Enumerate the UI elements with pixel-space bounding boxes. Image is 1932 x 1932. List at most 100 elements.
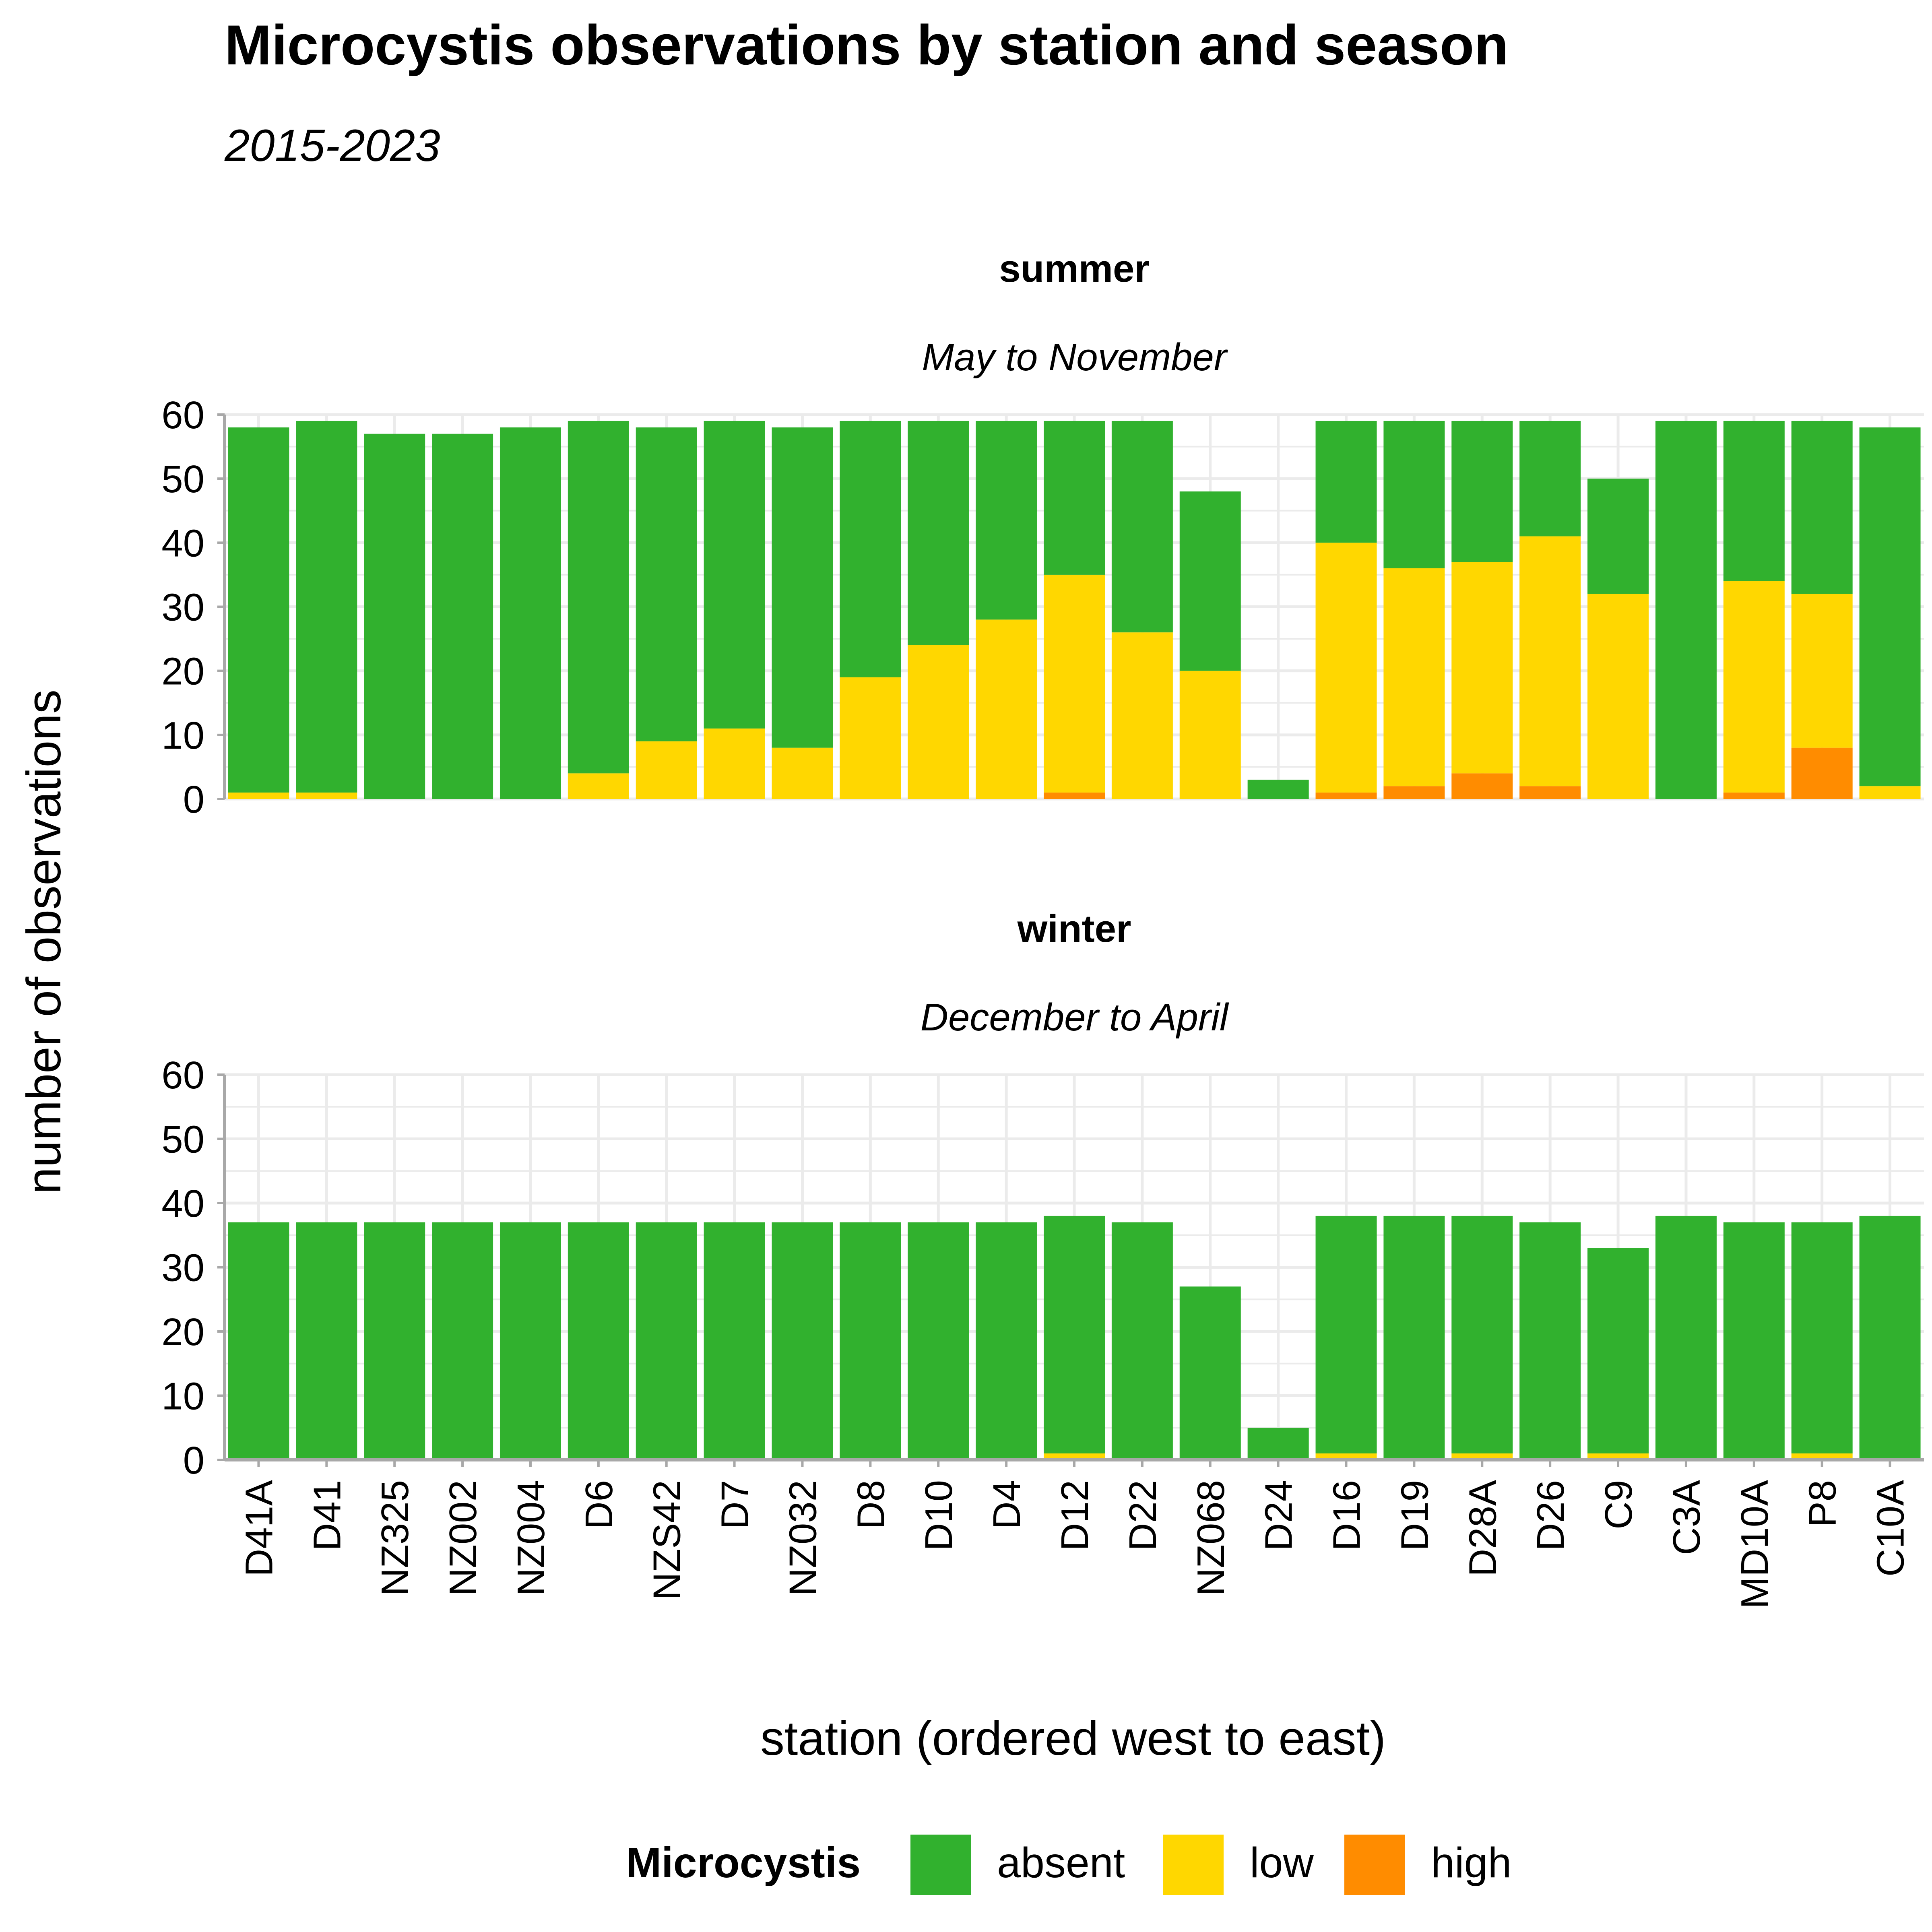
bar-D12-absent (1044, 1216, 1105, 1454)
bar-D22-absent (1111, 421, 1173, 633)
x-tick-label: MD10A (1733, 1480, 1776, 1609)
bar-NZ325-absent (364, 1222, 425, 1460)
bar-C10A-absent (1859, 427, 1921, 786)
bar-C3A-absent (1655, 1216, 1717, 1460)
y-tick-label: 60 (161, 394, 204, 437)
bar-D41A-absent (228, 427, 289, 793)
x-tick-label: D24 (1257, 1480, 1300, 1551)
bar-NZ002-absent (432, 433, 493, 799)
bar-P8-low (1791, 594, 1853, 748)
x-tick-label: D8 (849, 1480, 892, 1530)
bar-D8-absent (840, 1222, 901, 1460)
x-tick-label: D4 (985, 1480, 1028, 1530)
x-tick-label: C3A (1665, 1480, 1708, 1555)
panel-title: summer (999, 247, 1150, 290)
x-tick-label: NZS42 (646, 1480, 689, 1600)
bar-NZ004-absent (500, 427, 561, 799)
bar-D10-low (908, 645, 969, 799)
bar-P8-absent (1791, 421, 1853, 594)
bars (228, 1216, 1921, 1460)
legend-swatch-absent (910, 1835, 971, 1895)
x-tick-label: D10 (917, 1480, 960, 1551)
y-tick-label: 60 (161, 1054, 204, 1097)
bar-NZS42-low (636, 741, 697, 799)
x-tick-label: D41A (237, 1480, 281, 1577)
y-tick-label: 40 (161, 522, 204, 565)
bar-C10A-low (1859, 786, 1921, 799)
bar-NZ032-absent (772, 1222, 833, 1460)
bar-D24-absent (1247, 780, 1309, 799)
bar-D26-absent (1519, 421, 1581, 537)
x-tick-label: NZ004 (510, 1480, 553, 1596)
bar-MD10A-high (1723, 793, 1785, 799)
x-tick-label: D22 (1121, 1480, 1164, 1551)
bar-P8-high (1791, 747, 1853, 799)
y-tick-label: 30 (161, 586, 204, 629)
bar-D19-high (1383, 786, 1445, 799)
bar-NZ068-absent (1179, 491, 1241, 671)
x-tick-label: P8 (1801, 1480, 1844, 1527)
x-tick-label: D28A (1461, 1480, 1504, 1577)
x-tick-label: D6 (578, 1480, 621, 1530)
bar-D8-low (840, 677, 901, 799)
bar-P8-absent (1791, 1222, 1853, 1454)
legend-swatch-high (1344, 1835, 1405, 1895)
bar-MD10A-absent (1723, 421, 1785, 581)
y-tick-label: 10 (161, 714, 204, 757)
bar-D7-low (704, 728, 765, 799)
bar-D4-absent (976, 421, 1037, 620)
bar-C9-absent (1587, 479, 1649, 594)
bar-D22-low (1111, 632, 1173, 799)
legend-title: Microcystis (626, 1839, 861, 1887)
bar-MD10A-low (1723, 581, 1785, 793)
y-tick-label: 0 (183, 778, 204, 821)
bar-D7-absent (704, 1222, 765, 1460)
x-axis-title: station (ordered west to east) (760, 1711, 1386, 1765)
bar-NZ032-absent (772, 427, 833, 748)
bar-D19-absent (1383, 421, 1445, 568)
bar-D16-high (1315, 793, 1377, 799)
panel-winter: winter December to April 0 10 20 30 40 50 60 D41A… (161, 907, 1924, 1609)
x-tick-label: NZ068 (1189, 1480, 1232, 1596)
bar-D4-low (976, 619, 1037, 799)
panel-subtitle: December to April (921, 996, 1229, 1039)
bars (228, 421, 1921, 799)
legend-label-high: high (1431, 1839, 1511, 1887)
bar-D41-low (296, 793, 357, 799)
bar-D10-absent (908, 1222, 969, 1460)
bar-D28A-low (1451, 562, 1513, 774)
bar-D28A-high (1451, 773, 1513, 799)
x-tick-label: D7 (714, 1480, 757, 1530)
panel-title: winter (1017, 907, 1131, 950)
bar-D16-absent (1315, 421, 1377, 543)
y-tick-label: 20 (161, 650, 204, 693)
x-tick-label: D16 (1325, 1480, 1368, 1551)
bar-D41A-absent (228, 1222, 289, 1460)
panel-subtitle: May to November (922, 336, 1228, 379)
bar-D6-absent (568, 1222, 629, 1460)
bar-C10A-absent (1859, 1216, 1921, 1460)
bar-D22-absent (1111, 1222, 1173, 1460)
bar-NZ325-absent (364, 433, 425, 799)
bar-MD10A-absent (1723, 1222, 1785, 1460)
bar-D6-absent (568, 421, 629, 774)
bar-D6-low (568, 773, 629, 799)
bar-D26-low (1519, 536, 1581, 786)
panel-summer: summer May to November 0 10 20 30 40 50 60 (161, 247, 1924, 821)
bar-C9-low (1587, 594, 1649, 799)
x-tick-label: D41 (305, 1480, 349, 1551)
bar-D28A-absent (1451, 1216, 1513, 1454)
legend: Microcystis absent low high (626, 1835, 1511, 1895)
y-tick-label: 40 (161, 1182, 204, 1225)
bar-NZ068-low (1179, 671, 1241, 799)
bar-D19-low (1383, 568, 1445, 786)
bar-D12-low (1044, 574, 1105, 793)
y-tick-label: 20 (161, 1311, 204, 1354)
chart-title: Microcystis observations by station and … (225, 13, 1509, 76)
x-tick-label: C10A (1869, 1480, 1912, 1577)
chart-subtitle: 2015-2023 (224, 120, 440, 171)
y-tick-label: 10 (161, 1375, 204, 1418)
bar-D10-absent (908, 421, 969, 645)
bar-D41-absent (296, 1222, 357, 1460)
